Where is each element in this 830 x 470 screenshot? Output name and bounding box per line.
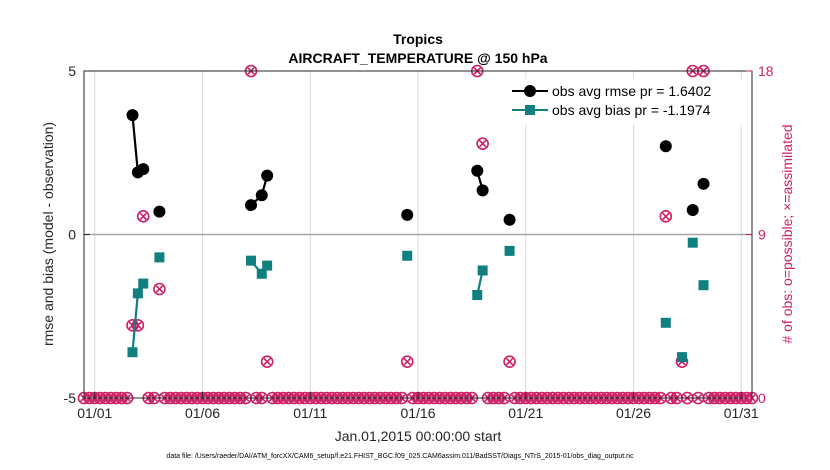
obs-assimilated-marker <box>155 285 164 293</box>
obs-possible-marker <box>400 355 414 368</box>
y-axis-right-label: # of obs: o=possible; ×=assimilated <box>779 124 795 343</box>
x-axis-label: Jan.01,2015 00:00:00 start <box>335 428 502 444</box>
bias-point <box>687 237 698 248</box>
y-tick-label: -5 <box>64 390 77 406</box>
chart-title: Tropics <box>393 31 443 47</box>
obs-assimilated-marker <box>505 357 514 366</box>
bias-point <box>477 265 488 276</box>
x-tick-label: 01/16 <box>400 405 435 421</box>
bias-point <box>154 252 165 263</box>
rmse-point <box>401 208 414 221</box>
legend-rmse-label: obs avg rmse pr = 1.6402 <box>552 83 711 99</box>
rmse-point <box>137 163 150 176</box>
rmse-point <box>153 205 166 218</box>
bias-point <box>472 289 483 300</box>
obs-assimilated-marker <box>403 357 411 366</box>
rmse-point <box>255 189 268 202</box>
rmse-point <box>245 199 257 212</box>
obs-possible-marker <box>260 355 274 368</box>
bias-point <box>138 278 149 289</box>
obs-possible-marker <box>659 210 673 223</box>
y-right-tick-label: 9 <box>758 227 766 243</box>
axis-ticks: 01/01 01/06 01/11 01/16 01/21 01/26 01/31 -5 0 5 0… <box>64 63 774 421</box>
obs-possible-marker <box>136 210 150 223</box>
bias-point <box>676 352 687 363</box>
obs-assimilated-marker <box>139 212 148 221</box>
legend: obs avg rmse pr = 1.6402 obs avg bias pr… <box>507 79 747 125</box>
rmse-point <box>471 164 484 177</box>
rmse-point <box>126 109 139 122</box>
obs-possible-marker <box>503 355 516 368</box>
obs-assimilated-marker <box>662 212 670 221</box>
obs-assimilated-marker <box>263 357 271 366</box>
rmse-point <box>261 169 274 182</box>
rmse-point <box>697 177 710 190</box>
bias-point <box>132 288 143 299</box>
bias-point <box>256 268 267 279</box>
bias-point <box>660 317 671 328</box>
footer-data-file: data file: /Users/raeder/DAI/ATM_forcXX/… <box>166 453 634 460</box>
x-tick-label: 01/11 <box>293 405 327 421</box>
legend-rmse-marker <box>524 85 536 97</box>
chart-subtitle: AIRCRAFT_TEMPERATURE @ 150 hPa <box>288 50 547 66</box>
x-tick-label: 01/31 <box>724 405 759 421</box>
x-tick-label: 01/06 <box>185 405 220 421</box>
rmse-point <box>659 140 672 153</box>
bias-point <box>402 250 413 261</box>
y-right-tick-label: 0 <box>758 390 766 406</box>
y-axis-label: rmse and bias (model - observation) <box>40 122 56 346</box>
bias-point <box>698 280 709 291</box>
bias-point <box>246 255 256 266</box>
obs-possible-marker <box>153 282 166 296</box>
series-lines <box>126 107 710 363</box>
rmse-point <box>503 213 516 226</box>
obs-possible-marker <box>476 137 489 150</box>
x-tick-label: 01/26 <box>616 405 651 421</box>
bias-point <box>127 347 138 358</box>
bias-point <box>262 260 273 271</box>
y-tick-label: 0 <box>68 227 76 243</box>
x-tick-label: 01/01 <box>77 405 112 421</box>
legend-bias-marker <box>525 105 535 115</box>
bias-point <box>504 245 515 256</box>
rmse-point <box>476 184 489 197</box>
legend-box <box>507 79 747 125</box>
legend-bias-label: obs avg bias pr = -1.1974 <box>552 102 711 118</box>
x-tick-label: 01/21 <box>508 405 543 421</box>
y-right-tick-label: 18 <box>758 63 774 79</box>
obs-assimilated-marker <box>478 139 487 148</box>
y-tick-label: 5 <box>68 63 76 79</box>
rmse-point <box>686 203 699 216</box>
